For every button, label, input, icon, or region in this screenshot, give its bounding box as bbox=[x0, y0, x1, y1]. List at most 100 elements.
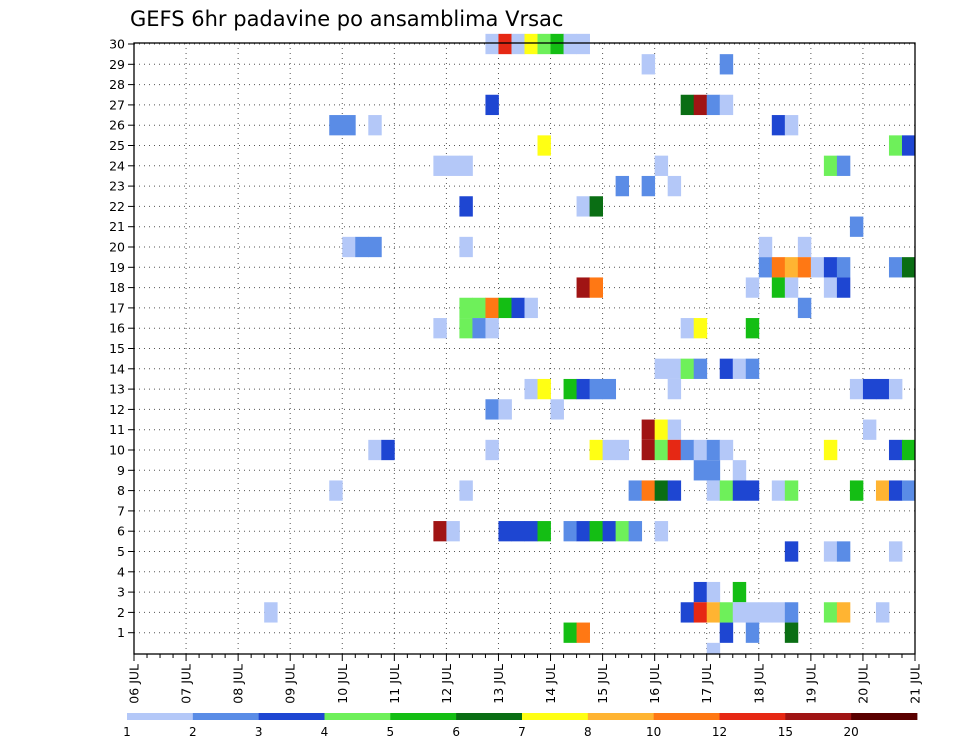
precip-cell bbox=[654, 358, 669, 379]
precip-cell bbox=[875, 378, 890, 400]
precip-cell bbox=[667, 439, 682, 461]
precip-cell bbox=[719, 94, 734, 116]
precip-cell bbox=[667, 378, 682, 400]
precip-cell bbox=[589, 277, 603, 298]
precip-cell bbox=[472, 318, 486, 339]
precip-cell bbox=[862, 419, 877, 440]
precip-cell bbox=[446, 155, 460, 176]
y-tick-label: 7 bbox=[117, 503, 125, 518]
precip-cell bbox=[784, 541, 799, 562]
precip-cell bbox=[654, 439, 669, 461]
y-tick-label: 16 bbox=[109, 321, 125, 336]
precip-cell bbox=[706, 642, 721, 654]
x-tick-label: 07 JUL bbox=[179, 664, 194, 704]
x-tick-label: 18 JUL bbox=[751, 664, 766, 704]
precip-cell bbox=[888, 135, 903, 156]
precip-cell bbox=[745, 358, 760, 379]
precip-cell bbox=[524, 378, 538, 400]
precip-cell bbox=[797, 236, 812, 258]
precip-cell bbox=[862, 378, 877, 400]
precip-cell bbox=[485, 318, 499, 339]
precip-cell bbox=[667, 358, 682, 379]
precip-cell bbox=[589, 378, 603, 400]
x-tick-label: 13 JUL bbox=[491, 664, 506, 704]
precip-cell bbox=[784, 257, 799, 278]
precip-cell bbox=[589, 439, 603, 461]
x-tick-label: 14 JUL bbox=[543, 664, 558, 704]
precip-cell bbox=[654, 480, 669, 501]
precip-cell bbox=[667, 419, 682, 440]
precip-cell bbox=[758, 257, 773, 278]
chart-title: GEFS 6hr padavine po ansamblima Vrsac bbox=[130, 7, 563, 31]
precip-cell bbox=[641, 419, 656, 440]
x-tick-label: 16 JUL bbox=[647, 664, 662, 704]
precip-cell bbox=[836, 155, 851, 176]
y-tick-label: 18 bbox=[109, 280, 125, 295]
precip-cell bbox=[667, 175, 682, 197]
precip-cell bbox=[901, 257, 916, 278]
y-tick-label: 1 bbox=[117, 625, 125, 640]
precip-cell bbox=[758, 236, 773, 258]
y-tick-label: 26 bbox=[109, 118, 125, 133]
precip-cell bbox=[342, 115, 356, 136]
precip-cell bbox=[888, 541, 903, 562]
precip-cell bbox=[849, 216, 864, 237]
precip-cell bbox=[719, 439, 734, 461]
colorbar-label: 6 bbox=[452, 725, 460, 739]
x-tick-label: 15 JUL bbox=[595, 664, 610, 704]
precip-cell bbox=[368, 115, 382, 136]
precip-cell bbox=[771, 277, 786, 298]
precip-cell bbox=[693, 581, 708, 603]
colorbar-label: 5 bbox=[387, 725, 395, 739]
precip-cell bbox=[628, 521, 643, 542]
x-tick-label: 11 JUL bbox=[387, 664, 402, 704]
precip-cell bbox=[732, 358, 747, 379]
y-tick-label: 20 bbox=[109, 240, 125, 255]
colorbar-swatch bbox=[456, 713, 523, 720]
precip-cell bbox=[459, 318, 473, 339]
precip-cell bbox=[641, 175, 656, 197]
precip-cell bbox=[680, 439, 695, 461]
precip-cell bbox=[641, 480, 656, 501]
precip-cell bbox=[342, 236, 356, 258]
precip-cell bbox=[433, 155, 447, 176]
precip-cell bbox=[472, 297, 486, 319]
precip-cell bbox=[355, 236, 369, 258]
y-tick-label: 13 bbox=[109, 382, 125, 397]
precip-cell bbox=[680, 602, 695, 623]
precip-cell bbox=[576, 378, 590, 400]
precip-cell bbox=[888, 439, 903, 461]
precip-cell bbox=[576, 196, 590, 217]
precip-cell bbox=[459, 297, 473, 319]
precip-cell bbox=[602, 439, 617, 461]
precip-cell bbox=[706, 439, 721, 461]
x-tick-label: 10 JUL bbox=[335, 664, 350, 704]
precip-cell bbox=[511, 521, 525, 542]
precip-cell bbox=[433, 318, 447, 339]
precip-cell bbox=[784, 115, 799, 136]
precip-cell bbox=[576, 33, 590, 55]
precip-cell bbox=[888, 378, 903, 400]
precip-cell bbox=[784, 480, 799, 501]
precip-cell bbox=[433, 521, 447, 542]
x-tick-label: 12 JUL bbox=[439, 664, 454, 704]
y-tick-label: 29 bbox=[109, 57, 125, 72]
precip-cell bbox=[771, 257, 786, 278]
y-tick-label: 25 bbox=[109, 138, 125, 153]
precip-cell bbox=[706, 94, 721, 116]
precip-cell bbox=[823, 439, 838, 461]
y-tick-label: 22 bbox=[109, 199, 125, 214]
precip-cell bbox=[823, 155, 838, 176]
colorbar-swatch bbox=[587, 713, 655, 720]
colorbar-label: 12 bbox=[712, 725, 727, 739]
precip-cell bbox=[459, 155, 473, 176]
precip-cell bbox=[745, 277, 760, 298]
precip-cell bbox=[654, 155, 669, 176]
precip-cell bbox=[849, 378, 864, 400]
precip-cell bbox=[459, 236, 473, 258]
precip-cell bbox=[550, 399, 564, 420]
precip-cell bbox=[368, 236, 382, 258]
precip-cell bbox=[745, 622, 760, 643]
precip-cell bbox=[758, 602, 773, 623]
